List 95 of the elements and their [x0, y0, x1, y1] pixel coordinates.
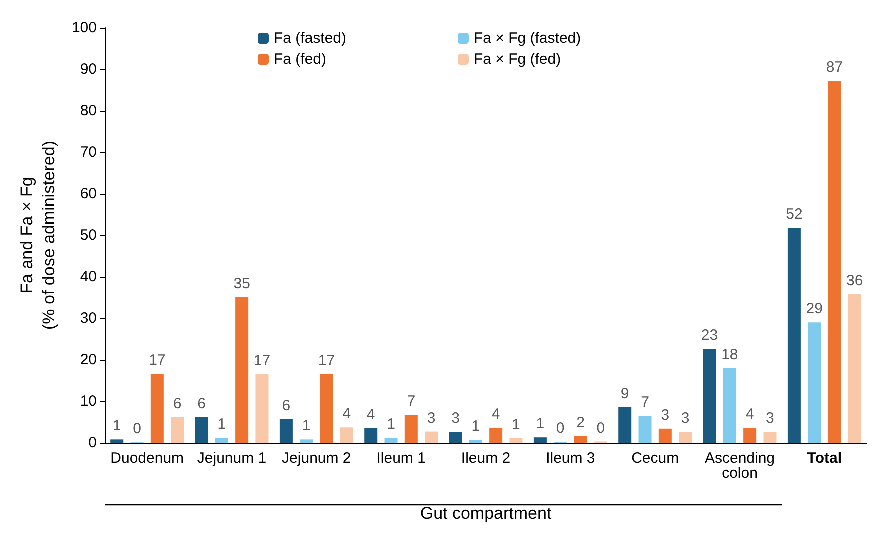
bar [340, 428, 354, 443]
data-label: 1 [302, 418, 311, 435]
y-tick-label: 10 [80, 393, 97, 410]
bar [300, 440, 314, 443]
bar [449, 432, 462, 443]
y-tick-label: 70 [80, 144, 97, 161]
legend-label: Fa (fasted) [274, 30, 347, 47]
data-label: 3 [681, 410, 690, 428]
bar [404, 415, 418, 443]
y-axis-title: Fa and Fa × Fg (% of dose administered) [18, 141, 58, 330]
data-label: 4 [366, 406, 376, 424]
data-label: 4 [492, 406, 500, 424]
y-tick-label: 20 [80, 352, 97, 368]
data-label: 17 [254, 352, 271, 370]
data-label: 18 [722, 346, 738, 364]
data-label: 1 [512, 416, 520, 434]
bar [171, 417, 184, 443]
data-label: 0 [133, 420, 142, 438]
x-tick-label: Ileum 1 [376, 450, 426, 467]
x-tick-label: Ileum 2 [461, 450, 511, 467]
data-label: 6 [282, 397, 291, 414]
bar [703, 349, 716, 443]
bar [510, 438, 523, 443]
data-label: 6 [173, 395, 182, 412]
data-label: 2 [576, 414, 585, 432]
data-label: 35 [234, 275, 250, 292]
bar [788, 228, 801, 443]
bar [744, 428, 757, 443]
data-label: 36 [846, 272, 864, 290]
bar [808, 322, 822, 443]
bar [828, 81, 842, 443]
data-label: 1 [536, 416, 545, 433]
legend-label: Fa (fed) [274, 51, 327, 68]
bar [195, 417, 208, 443]
bar [280, 419, 293, 443]
x-axis-title: Gut compartment [420, 504, 552, 523]
bar [236, 297, 249, 443]
y-tick-label: 50 [80, 227, 97, 244]
data-label: 6 [198, 395, 206, 412]
y-tick-label: 0 [88, 434, 97, 452]
bar [679, 432, 692, 443]
x-tick-label: Ileum 3 [546, 450, 596, 467]
data-label: 1 [112, 418, 122, 435]
data-label: 17 [318, 352, 336, 370]
data-label: 29 [806, 300, 823, 318]
data-label: 7 [407, 393, 416, 410]
data-label: 4 [746, 406, 754, 424]
bar [384, 438, 398, 443]
bar [574, 436, 588, 443]
bar [256, 374, 269, 443]
data-label: 3 [766, 410, 774, 428]
data-label: 0 [596, 420, 606, 437]
x-tick-label: Jejunum 1 [197, 450, 267, 467]
data-label: 3 [427, 410, 436, 427]
bar [638, 416, 652, 443]
data-label: 87 [826, 59, 844, 76]
data-label: 1 [472, 418, 480, 436]
data-label: 7 [641, 394, 650, 412]
bar [618, 407, 632, 443]
legend-label: Fa × Fg (fed) [474, 51, 562, 68]
x-tick-label: Cecum [632, 450, 680, 467]
bar [723, 368, 736, 443]
data-label: 9 [620, 385, 630, 402]
data-label: 3 [661, 406, 670, 424]
y-tick-label: 60 [80, 186, 97, 202]
bar [764, 432, 777, 443]
data-label: 17 [149, 352, 166, 370]
bar [215, 438, 228, 443]
x-tick-label: Total [807, 450, 842, 467]
bar [150, 374, 164, 443]
bar [364, 428, 378, 443]
y-tick-label: 80 [80, 102, 97, 120]
bar [848, 294, 862, 443]
data-label: 4 [342, 406, 352, 423]
x-tick-label: Duodenum [110, 450, 184, 467]
data-label: 0 [556, 420, 565, 438]
bar [110, 440, 124, 443]
y-tick-label: 30 [80, 310, 97, 327]
bar [490, 428, 503, 443]
legend-label: Fa × Fg (fasted) [474, 30, 582, 47]
data-label: 52 [786, 206, 803, 224]
y-tick-label: 90 [80, 61, 97, 78]
bar [469, 440, 482, 443]
x-tick-label: Jejunum 2 [282, 450, 352, 467]
y-tick-label: 100 [72, 20, 97, 36]
data-label: 23 [701, 327, 718, 344]
x-tick-label: Ascending colon [704, 450, 776, 482]
bar [425, 432, 438, 443]
bar [320, 374, 334, 443]
data-label: 1 [218, 416, 226, 434]
data-label: 1 [387, 416, 396, 434]
bar [658, 428, 672, 443]
y-tick-label: 40 [80, 268, 97, 286]
bar [534, 438, 547, 443]
data-label: 3 [452, 410, 460, 428]
